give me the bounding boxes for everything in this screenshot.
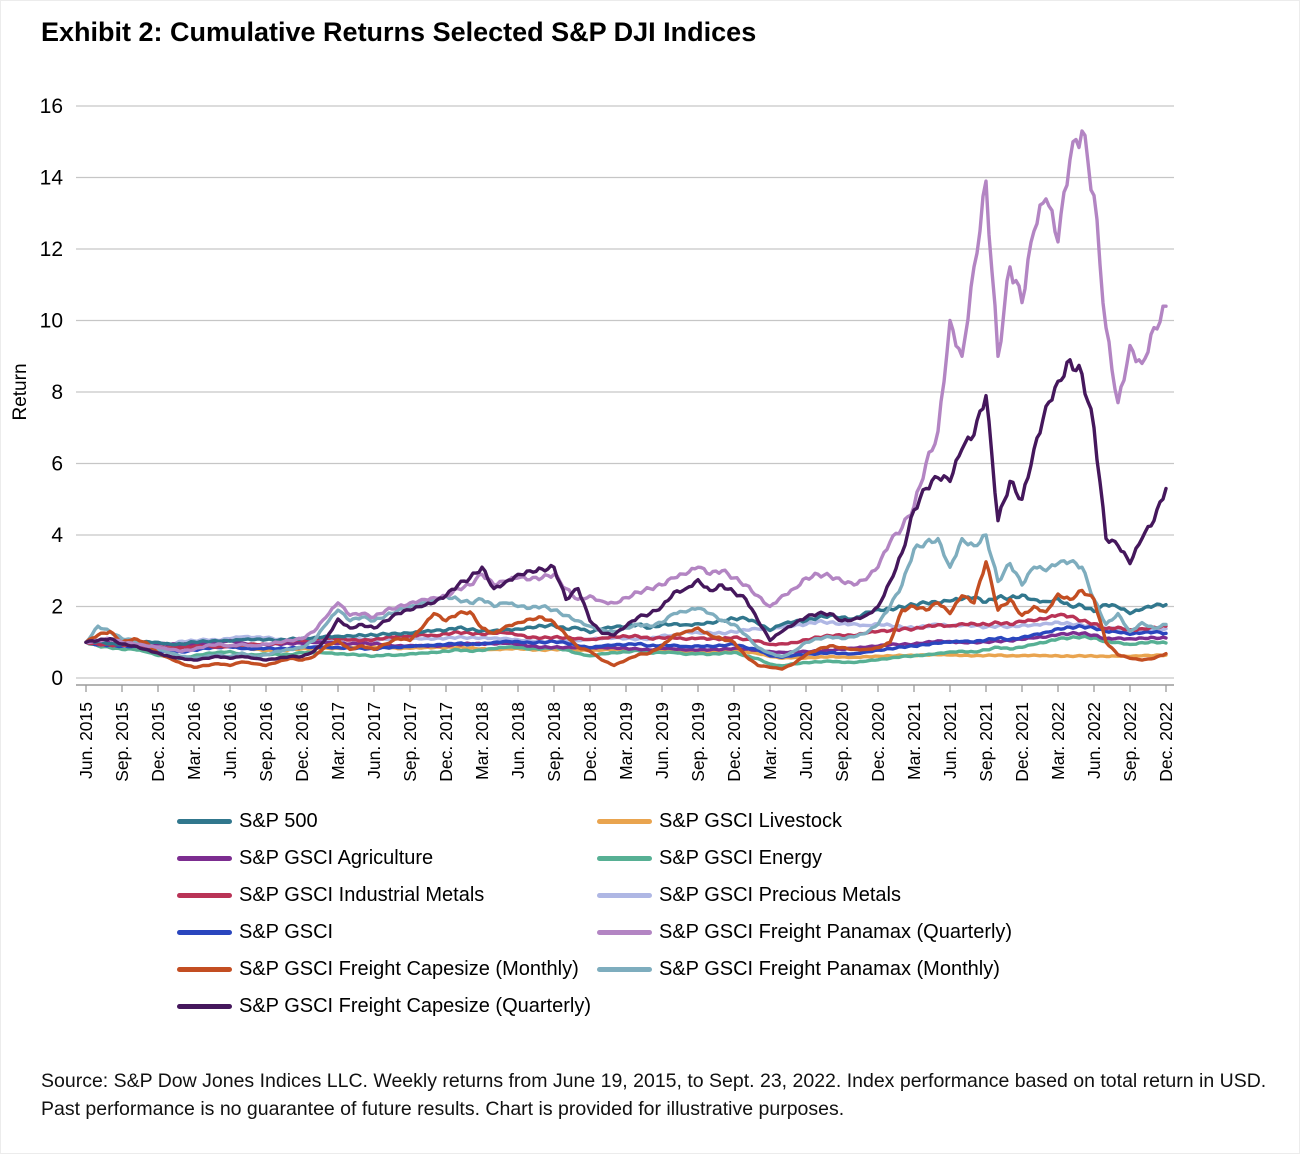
- source-note: Source: S&P Dow Jones Indices LLC. Weekl…: [41, 1070, 1267, 1121]
- legend-item-sp500: S&P 500: [177, 803, 597, 840]
- chart-title: Exhibit 2: Cumulative Returns Selected S…: [41, 17, 757, 47]
- x-tick-label: Sep. 2019: [688, 702, 708, 782]
- x-tick-label: Sep. 2021: [976, 702, 996, 782]
- x-tick-label: Dec. 2015: [148, 702, 168, 782]
- legend-swatch-sp500: [177, 819, 232, 824]
- x-tick-label: Mar. 2019: [616, 702, 636, 780]
- y-tick-label: 14: [40, 167, 64, 190]
- legend-label-agriculture: S&P GSCI Agriculture: [239, 847, 434, 869]
- series-line-capesize_monthly: [84, 560, 1168, 671]
- legend-label-industrial_metals: S&P GSCI Industrial Metals: [239, 884, 485, 906]
- legend-item-livestock: S&P GSCI Livestock: [597, 803, 1012, 840]
- x-tick-label: Jun. 2021: [940, 702, 960, 779]
- legend-label-sp500: S&P 500: [239, 810, 318, 832]
- y-tick-label: 16: [40, 95, 63, 118]
- x-tick-label: Dec. 2021: [1012, 702, 1032, 782]
- x-tick-label: Jun. 2018: [508, 702, 528, 779]
- x-tick-label: Dec. 2017: [436, 702, 456, 782]
- legend-swatch-industrial_metals: [177, 893, 232, 898]
- legend-col1: S&P 500 S&P GSCI Agriculture S&P GSCI Indu…: [177, 803, 597, 1025]
- x-tick-label: Dec. 2019: [724, 702, 744, 782]
- legend-label-panamax_quarterly: S&P GSCI Freight Panamax (Quarterly): [659, 921, 1013, 943]
- legend-label-capesize_quarterly: S&P GSCI Freight Capesize (Quarterly): [239, 995, 591, 1017]
- legend-label-livestock: S&P GSCI Livestock: [659, 810, 843, 832]
- x-tick-label: Mar. 2021: [904, 702, 924, 780]
- y-tick-label: 0: [51, 667, 63, 690]
- series-line-panamax_quarterly: [84, 129, 1168, 653]
- x-tick-label: Jun. 2017: [364, 702, 384, 779]
- legend-item-industrial_metals: S&P GSCI Industrial Metals: [177, 877, 597, 914]
- y-tick-label: 12: [40, 238, 63, 261]
- legend-item-gsci: S&P GSCI: [177, 914, 597, 951]
- x-tick-label: Jun. 2022: [1084, 702, 1104, 779]
- x-tick-label: Dec. 2022: [1156, 702, 1176, 782]
- series-line-precious_metals: [84, 618, 1168, 648]
- x-tick-label: Dec. 2020: [868, 702, 888, 782]
- legend-swatch-panamax_quarterly: [597, 930, 652, 935]
- legend-item-panamax_monthly: S&P GSCI Freight Panamax (Monthly): [597, 951, 1012, 988]
- legend-swatch-gsci: [177, 930, 232, 935]
- legend-swatch-capesize_quarterly: [177, 1004, 232, 1009]
- legend-col2: S&P GSCI Livestock S&P GSCI Energy S&P GSC…: [597, 803, 1012, 1025]
- y-axis-label: Return: [10, 363, 31, 420]
- y-tick-label: 6: [51, 453, 63, 476]
- x-tick-label: Dec. 2016: [292, 702, 312, 782]
- plot-svg: Return 0 2 4 6 8 10 12 14 16 Jun. 2015 Sep. 2015 De…: [10, 95, 1176, 782]
- legend-label-capesize_monthly: S&P GSCI Freight Capesize (Monthly): [239, 958, 579, 980]
- legend-swatch-precious_metals: [597, 893, 652, 898]
- x-tick-label: Mar. 2018: [472, 702, 492, 780]
- series-line-gsci: [84, 624, 1168, 659]
- x-tick-label: Jun. 2019: [652, 702, 672, 779]
- legend-swatch-capesize_monthly: [177, 967, 232, 972]
- legend-label-panamax_monthly: S&P GSCI Freight Panamax (Monthly): [659, 958, 1000, 980]
- x-tick-label: Mar. 2017: [328, 702, 348, 780]
- legend-label-gsci: S&P GSCI: [239, 921, 334, 943]
- x-tick-label: Mar. 2020: [760, 702, 780, 780]
- x-tick-label: Jun. 2015: [76, 702, 96, 779]
- legend-item-panamax_quarterly: S&P GSCI Freight Panamax (Quarterly): [597, 914, 1012, 951]
- legend-label-precious_metals: S&P GSCI Precious Metals: [659, 884, 901, 906]
- x-tick-label: Sep. 2015: [112, 702, 132, 782]
- legend-swatch-livestock: [597, 819, 652, 824]
- x-tick-label: Sep. 2016: [256, 702, 276, 782]
- legend-item-energy: S&P GSCI Energy: [597, 840, 1012, 877]
- series-line-capesize_quarterly: [84, 358, 1168, 662]
- x-tick-label: Sep. 2018: [544, 702, 564, 782]
- legend-label-energy: S&P GSCI Energy: [659, 847, 823, 869]
- legend-item-capesize_monthly: S&P GSCI Freight Capesize (Monthly): [177, 951, 597, 988]
- legend-swatch-agriculture: [177, 856, 232, 861]
- legend-swatch-panamax_monthly: [597, 967, 652, 972]
- x-tick-label: Jun. 2016: [220, 702, 240, 779]
- y-tick-label: 10: [40, 310, 63, 333]
- x-tick-label: Jun. 2020: [796, 702, 816, 779]
- legend-item-capesize_quarterly: S&P GSCI Freight Capesize (Quarterly): [177, 988, 597, 1025]
- x-tick-label: Mar. 2016: [184, 702, 204, 780]
- y-tick-label: 4: [51, 524, 63, 547]
- y-tick-label: 2: [51, 596, 63, 619]
- x-tick-label: Sep. 2020: [832, 702, 852, 782]
- x-tick-label: Sep. 2022: [1120, 702, 1140, 782]
- legend-item-agriculture: S&P GSCI Agriculture: [177, 840, 597, 877]
- legend: S&P 500 S&P GSCI Agriculture S&P GSCI Indu…: [1, 803, 1299, 1025]
- legend-item-precious_metals: S&P GSCI Precious Metals: [597, 877, 1012, 914]
- legend-swatch-energy: [597, 856, 652, 861]
- y-tick-label: 8: [51, 381, 63, 404]
- x-tick-label: Sep. 2017: [400, 702, 420, 782]
- series-line-livestock: [84, 640, 1168, 660]
- x-tick-label: Mar. 2022: [1048, 702, 1068, 780]
- x-tick-label: Dec. 2018: [580, 702, 600, 782]
